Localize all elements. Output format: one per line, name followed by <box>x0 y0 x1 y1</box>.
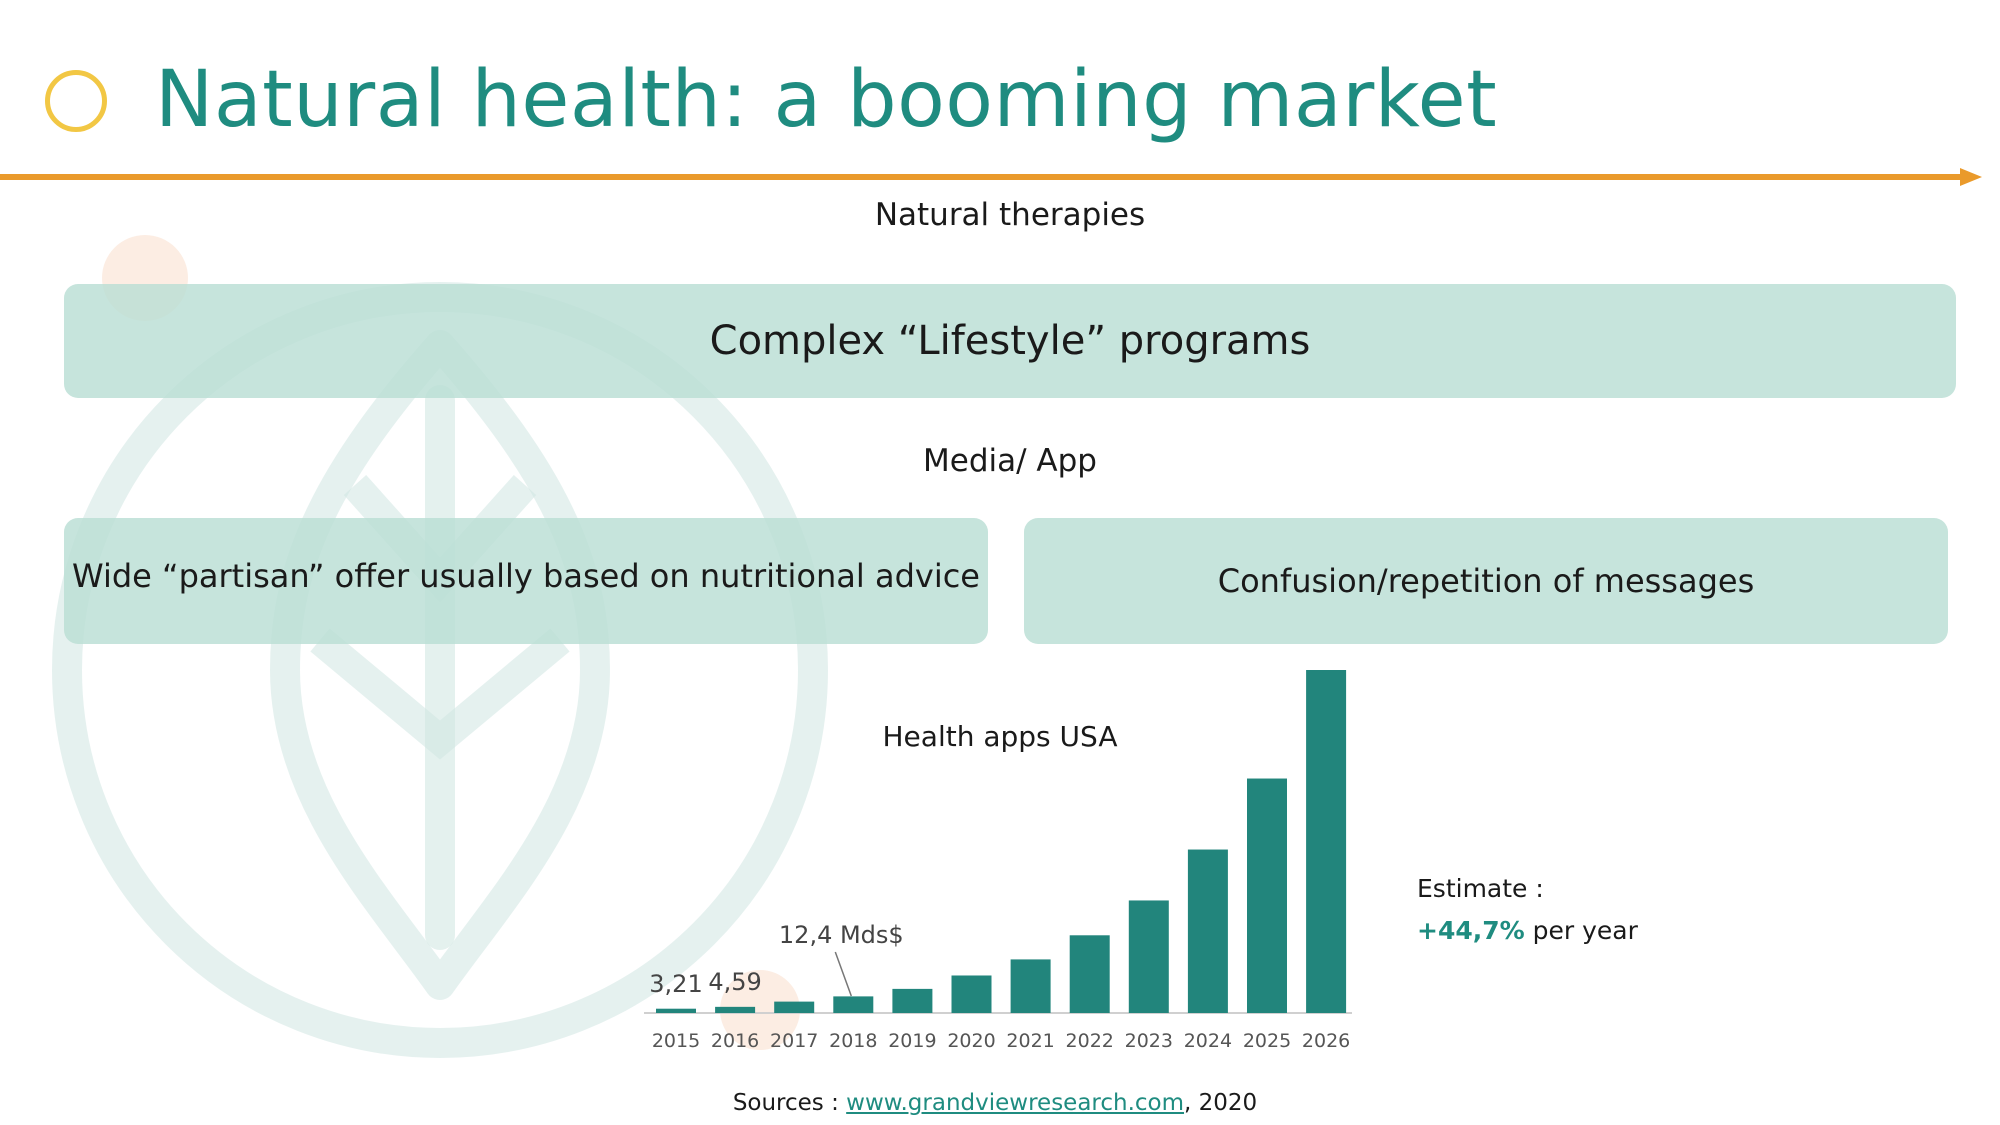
bar-2023 <box>1128 900 1169 1013</box>
x-tick-2022: 2022 <box>1066 1030 1114 1052</box>
partisan-offer-text: Wide “partisan” offer usually based on n… <box>72 557 980 595</box>
x-tick-2016: 2016 <box>711 1030 759 1052</box>
bar-2018 <box>833 996 874 1013</box>
data-label-leader-line <box>834 951 853 997</box>
bar-2021 <box>1010 959 1051 1013</box>
bar-2016 <box>715 1006 756 1013</box>
bar-2019 <box>892 988 933 1013</box>
bar-2025 <box>1247 778 1287 1013</box>
sources-suffix: , 2020 <box>1184 1090 1258 1116</box>
data-label-2018: 12,4 Mds$ <box>779 921 904 949</box>
arrow-head-icon <box>1960 168 1982 186</box>
partisan-offer-box: Wide “partisan” offer usually based on n… <box>64 518 988 644</box>
x-tick-2020: 2020 <box>947 1030 995 1052</box>
bar-2017 <box>774 1001 815 1013</box>
x-tick-2024: 2024 <box>1184 1030 1232 1052</box>
x-tick-2026: 2026 <box>1302 1030 1350 1052</box>
data-label-2015: 3,21 <box>649 970 702 998</box>
lifestyle-programs-box: Complex “Lifestyle” programs <box>64 284 1956 398</box>
estimate-note: Estimate : +44,7% per year <box>1417 868 1638 952</box>
lifestyle-programs-text: Complex “Lifestyle” programs <box>709 318 1311 364</box>
confusion-messages-box: Confusion/repetition of messages <box>1024 518 1948 644</box>
confusion-messages-text: Confusion/repetition of messages <box>1217 562 1755 600</box>
title-circle-icon <box>45 70 107 132</box>
estimate-growth-suffix: per year <box>1524 916 1638 945</box>
x-tick-2023: 2023 <box>1125 1030 1173 1052</box>
estimate-growth-line: +44,7% per year <box>1417 910 1638 952</box>
x-tick-2017: 2017 <box>770 1030 818 1052</box>
bar-2026 <box>1306 670 1347 1013</box>
bar-2020 <box>951 975 992 1013</box>
x-tick-2015: 2015 <box>652 1030 700 1052</box>
bar-2015 <box>656 1008 696 1013</box>
chart-title: Health apps USA <box>883 720 1118 753</box>
sources-prefix: Sources : <box>732 1090 847 1116</box>
natural-therapies-label: Natural therapies <box>874 197 1146 233</box>
data-label-2016: 4,59 <box>708 968 761 996</box>
page-title: Natural health: a booming market <box>155 55 1498 145</box>
x-tick-2019: 2019 <box>888 1030 936 1052</box>
x-tick-2018: 2018 <box>829 1030 877 1052</box>
media-app-label: Media/ App <box>923 443 1097 479</box>
sources-line: Sources : www.grandviewresearch.com, 202… <box>0 1090 1990 1116</box>
estimate-label: Estimate : <box>1417 874 1544 903</box>
bar-2022 <box>1069 935 1110 1013</box>
x-tick-2025: 2025 <box>1243 1030 1291 1052</box>
sources-link[interactable]: www.grandviewresearch.com <box>846 1090 1185 1116</box>
header-arrow-line <box>0 174 1965 180</box>
bar-2024 <box>1187 849 1228 1013</box>
x-tick-2021: 2021 <box>1006 1030 1054 1052</box>
estimate-growth-value: +44,7% <box>1417 916 1525 945</box>
